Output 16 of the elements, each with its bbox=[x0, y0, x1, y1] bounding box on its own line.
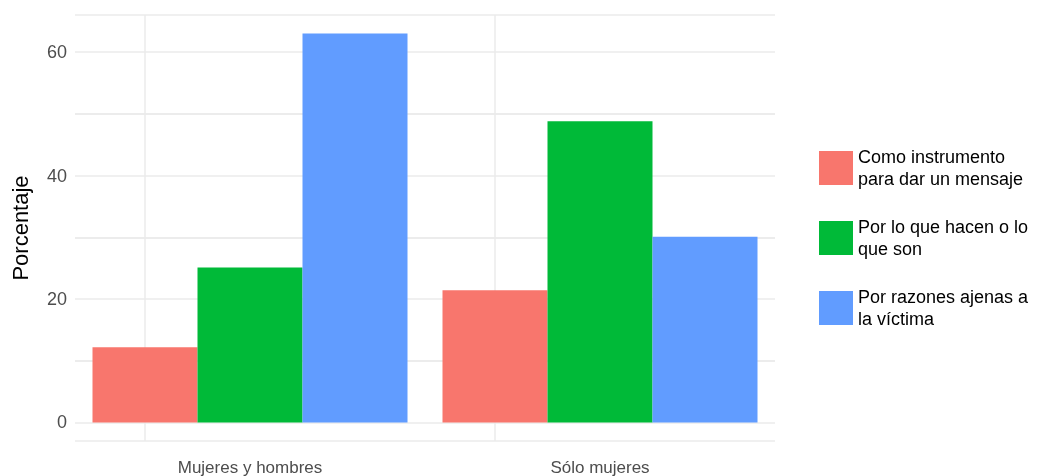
y-tick-label: 40 bbox=[46, 165, 67, 186]
y-axis-title: Porcentaje bbox=[7, 175, 33, 281]
y-tick-label: 0 bbox=[56, 412, 67, 433]
legend-label: Por razones ajenas a la víctima bbox=[858, 287, 1034, 329]
x-tick-label: Sólo mujeres bbox=[550, 458, 650, 476]
bar bbox=[652, 236, 758, 423]
bar bbox=[547, 121, 653, 423]
legend-label: Como instrumento para dar un mensaje bbox=[858, 147, 1024, 189]
legend-label: Por lo que hacen o lo que son bbox=[858, 217, 1034, 259]
y-tick-label: 60 bbox=[46, 42, 67, 63]
bar bbox=[302, 33, 408, 423]
bar bbox=[92, 347, 198, 423]
bar bbox=[197, 267, 303, 423]
bar bbox=[442, 290, 548, 423]
x-tick-label: Mujeres y hombres bbox=[177, 458, 323, 476]
y-tick-label: 20 bbox=[46, 289, 67, 309]
